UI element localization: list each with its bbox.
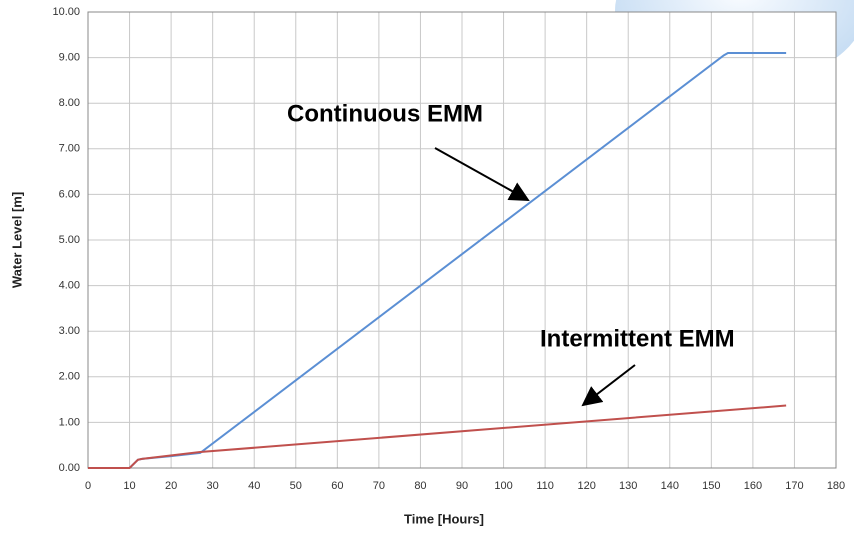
- x-tick-label: 160: [744, 480, 762, 492]
- y-tick-label: 0.00: [59, 462, 80, 474]
- chart: 0.00 1.00 2.00 3.00 4.00 5.00 6.00 7.00 8.00 9.00…: [0, 0, 854, 533]
- x-tick-label: 170: [785, 480, 803, 492]
- x-tick-label: 0: [85, 480, 91, 492]
- x-tick-label: 180: [827, 480, 845, 492]
- y-tick-label: 6.00: [59, 188, 80, 200]
- x-tick-label: 40: [248, 480, 260, 492]
- x-axis-label: Time [Hours]: [404, 511, 484, 526]
- x-tick-label: 50: [290, 480, 302, 492]
- annotation: Continuous EMM: [287, 100, 483, 127]
- y-tick-label: 9.00: [59, 52, 80, 64]
- y-tick-label: 2.00: [59, 371, 80, 383]
- y-axis-label: Water Level [m]: [9, 192, 24, 288]
- y-tick-label: 8.00: [59, 97, 80, 109]
- x-tick-label: 110: [536, 480, 554, 492]
- y-tick-label: 1.00: [59, 416, 80, 428]
- y-tick-label: 7.00: [59, 143, 80, 155]
- x-tick-label: 90: [456, 480, 468, 492]
- x-tick-label: 80: [414, 480, 426, 492]
- y-tick-label: 5.00: [59, 234, 80, 246]
- y-tick-label: 4.00: [59, 280, 80, 292]
- x-tick-label: 30: [207, 480, 219, 492]
- x-tick-label: 150: [702, 480, 720, 492]
- x-tick-label: 10: [123, 480, 135, 492]
- x-tick-label: 140: [661, 480, 679, 492]
- x-tick-label: 100: [494, 480, 512, 492]
- x-tick-label: 20: [165, 480, 177, 492]
- x-tick-label: 70: [373, 480, 385, 492]
- annotation: Intermittent EMM: [540, 325, 735, 352]
- x-tick-label: 120: [577, 480, 595, 492]
- y-tick-label: 3.00: [59, 325, 80, 337]
- y-tick-label: 10.00: [52, 6, 80, 18]
- x-tick-label: 130: [619, 480, 637, 492]
- x-tick-label: 60: [331, 480, 343, 492]
